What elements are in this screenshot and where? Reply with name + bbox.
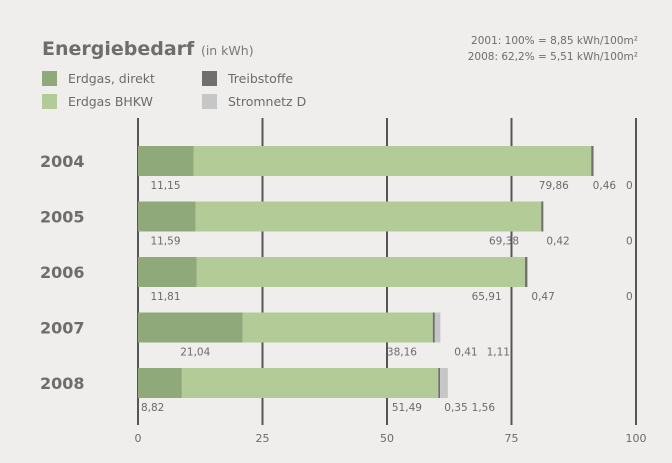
data-label-erdgas-direkt-2005: 11,59	[150, 236, 180, 248]
bar-treibstoffe-2008	[438, 368, 441, 398]
bar-erdgas-direkt-2007	[138, 312, 243, 343]
x-tick-label-75: 75	[505, 432, 519, 445]
chart-title-text: Energiebedarf	[42, 38, 195, 60]
bar-stromnetz-d-2008	[440, 368, 448, 398]
bar-erdgas-direkt-2006	[138, 257, 197, 287]
x-tick-label-50: 50	[380, 432, 394, 445]
data-label-stromnetz-d-2004: 0	[626, 180, 633, 192]
bar-erdgas-bhkw-2006	[196, 257, 526, 287]
data-label-stromnetz-d-2006: 0	[626, 291, 633, 303]
legend-swatch-erdgas-direkt	[42, 70, 57, 86]
legend-label-stromnetz-d: Stromnetz D	[228, 93, 307, 109]
bar-treibstoffe-2005	[541, 201, 544, 232]
data-label-erdgas-bhkw-2004: 79,86	[539, 180, 569, 192]
bar-stromnetz-d-2007	[434, 312, 441, 343]
x-tick-label-100: 100	[626, 432, 647, 445]
legend-swatch-treibstoffe	[202, 70, 217, 86]
x-tick-label-0: 0	[135, 432, 142, 445]
data-label-erdgas-direkt-2008: 8,82	[141, 402, 164, 414]
data-label-erdgas-direkt-2006: 11,81	[150, 291, 180, 303]
data-label-stromnetz-d-2005: 0	[626, 236, 633, 248]
legend-swatch-stromnetz-d	[202, 93, 217, 109]
data-label-erdgas-direkt-2004: 11,15	[150, 180, 180, 192]
bar-erdgas-bhkw-2005	[195, 201, 542, 232]
reference-note-2001: 2001: 100% = 8,85 kWh/100m²	[471, 35, 638, 47]
legend-swatch-erdgas-bhkw	[42, 93, 57, 109]
category-label-2005: 2005	[40, 208, 85, 227]
bar-treibstoffe-2004	[591, 146, 594, 176]
data-label-erdgas-bhkw-2005: 69,38	[489, 236, 519, 248]
category-label-2008: 2008	[40, 374, 85, 393]
bar-erdgas-direkt-2005	[138, 201, 196, 232]
category-label-2006: 2006	[40, 263, 85, 282]
data-label-erdgas-direkt-2007: 21,04	[180, 347, 210, 359]
data-label-treibstoffe-2005: 0,42	[546, 236, 569, 248]
data-label-erdgas-bhkw-2007: 38,16	[387, 347, 417, 359]
bar-erdgas-direkt-2004	[138, 146, 194, 176]
data-label-treibstoffe-2004: 0,46	[593, 180, 617, 192]
legend-label-erdgas-direkt: Erdgas, direkt	[68, 70, 155, 86]
legend-item-erdgas-direkt: Erdgas, direkt	[42, 70, 155, 86]
data-label-treibstoffe-2008: 0,35	[444, 402, 467, 414]
chart-title-unit: (in kWh)	[200, 43, 254, 58]
reference-note-2008: 2008: 62,2% = 5,51 kWh/100m²	[467, 51, 638, 63]
legend-item-stromnetz-d: Stromnetz D	[202, 93, 306, 109]
data-label-erdgas-bhkw-2006: 65,91	[472, 291, 502, 303]
x-tick-label-25: 25	[256, 432, 270, 445]
data-label-erdgas-bhkw-2008: 51,49	[392, 402, 422, 414]
legend-item-erdgas-bhkw: Erdgas BHKW	[42, 93, 153, 109]
bar-erdgas-bhkw-2008	[181, 368, 439, 398]
data-label-treibstoffe-2006: 0,47	[531, 291, 554, 303]
category-label-2007: 2007	[40, 319, 85, 338]
chart-title: Energiebedarf (in kWh)	[42, 38, 254, 60]
bar-erdgas-bhkw-2007	[242, 312, 433, 343]
bar-erdgas-bhkw-2004	[193, 146, 592, 176]
data-label-treibstoffe-2007: 0,41	[454, 347, 477, 359]
legend-item-treibstoffe: Treibstoffe	[202, 70, 293, 86]
bar-treibstoffe-2006	[525, 257, 528, 287]
bar-erdgas-direkt-2008	[138, 368, 182, 398]
bar-treibstoffe-2007	[432, 312, 435, 343]
category-label-2004: 2004	[40, 152, 85, 171]
data-label-stromnetz-d-2008: 1,56	[472, 402, 496, 414]
legend-label-erdgas-bhkw: Erdgas BHKW	[68, 93, 153, 109]
data-label-stromnetz-d-2007: 1,11	[487, 347, 510, 359]
legend-label-treibstoffe: Treibstoffe	[228, 70, 294, 86]
